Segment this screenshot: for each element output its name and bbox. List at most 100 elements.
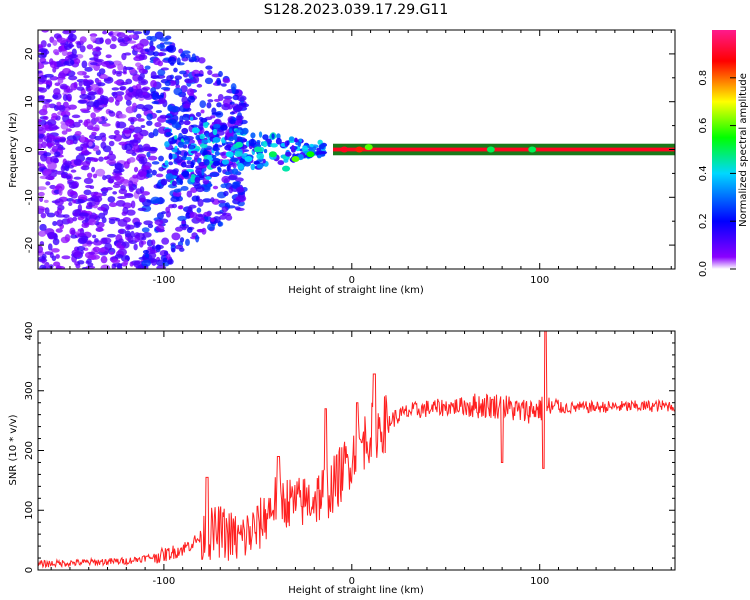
noise-blob [59,139,66,143]
y-tick-label: 200 [24,441,35,460]
noise-blob [160,67,170,71]
noise-blob [86,197,96,202]
noise-blob [144,253,150,259]
noise-blob [233,134,238,141]
noise-blob [262,140,268,148]
noise-blob [119,245,125,251]
y-tick-label: 10 [24,95,35,108]
noise-blob [224,171,231,176]
x-tick-label: 0 [349,275,355,286]
noise-blob [185,53,191,59]
noise-blob [59,83,68,90]
noise-blob [174,78,180,86]
noise-blob [184,79,194,84]
noise-blob [98,156,104,162]
noise-blob [202,198,212,203]
noise-blob [63,61,70,66]
noise-blob [141,236,147,241]
noise-blob [48,124,58,131]
noise-blob [100,188,109,192]
noise-blob [210,197,215,203]
noise-blob [270,143,278,148]
noise-blob [52,67,57,73]
noise-blob [38,70,43,74]
spectral-peak [306,151,315,158]
noise-blob [234,129,242,133]
noise-blob [210,217,215,222]
noise-blob [206,102,212,109]
noise-blob [192,75,200,84]
noise-blob [195,234,200,243]
noise-blob [125,99,132,106]
noise-blob [88,218,97,226]
noise-blob [41,253,47,260]
noise-blob [223,190,229,197]
noise-blob [69,53,78,59]
noise-blob [119,42,128,47]
noise-blob [77,99,88,104]
noise-blob [49,58,54,66]
noise-blob [158,52,164,57]
noise-blob [312,146,317,151]
noise-blob [72,121,81,128]
snr-line [38,331,675,569]
noise-blob [155,173,164,178]
noise-blob [277,160,285,166]
noise-blob [291,144,295,152]
y-tick-label: -20 [24,237,35,253]
noise-blob [154,121,162,128]
noise-blob [217,167,222,173]
noise-blob [67,96,72,102]
noise-blob [114,129,120,135]
noise-blob [83,177,94,185]
noise-blob [217,93,224,102]
spectrogram-y-label: Frequency (Hz) [8,112,19,188]
noise-blob [95,82,106,87]
noise-blob [196,228,205,233]
noise-blob [107,32,113,36]
noise-blob [114,70,124,74]
colorbar-ticks: 0.0 0.2 0.4 0.6 0.8 [698,70,736,277]
noise-blob [195,186,205,193]
spectral-peak [355,146,364,153]
noise-blob [75,263,81,269]
noise-blob [185,238,190,247]
noise-blob [91,166,96,173]
noise-blob [109,43,117,50]
noise-blob [73,251,82,258]
noise-blob [117,63,124,71]
noise-blob [137,76,143,81]
noise-blob [67,104,77,110]
signal-line [333,147,675,152]
noise-blob [165,131,172,137]
noise-blob [97,87,104,95]
noise-blob [132,102,137,109]
colorbar-tick-label: 0.8 [698,70,709,86]
noise-blob [106,64,117,68]
noise-blob [70,184,78,189]
noise-blob [128,34,137,39]
noise-blob [64,163,70,172]
noise-blob [226,164,230,172]
noise-blob [256,152,265,160]
noise-blob [41,30,50,33]
noise-blob [185,212,191,219]
noise-blob [51,200,61,204]
noise-blob [136,103,145,110]
noise-blob [181,220,186,225]
noise-blob [54,151,61,158]
noise-blob [88,202,93,208]
noise-blob [190,174,196,179]
noise-blob [62,214,70,219]
noise-blob [157,98,167,104]
noise-blob [106,159,117,165]
noise-blob [55,228,63,233]
noise-blob [104,38,112,45]
noise-blob [87,262,94,267]
noise-blob [71,114,81,119]
noise-blob [56,219,64,227]
noise-blob [150,196,161,204]
noise-blob [78,235,88,244]
noise-blob [51,112,58,119]
noise-blob [151,161,160,165]
